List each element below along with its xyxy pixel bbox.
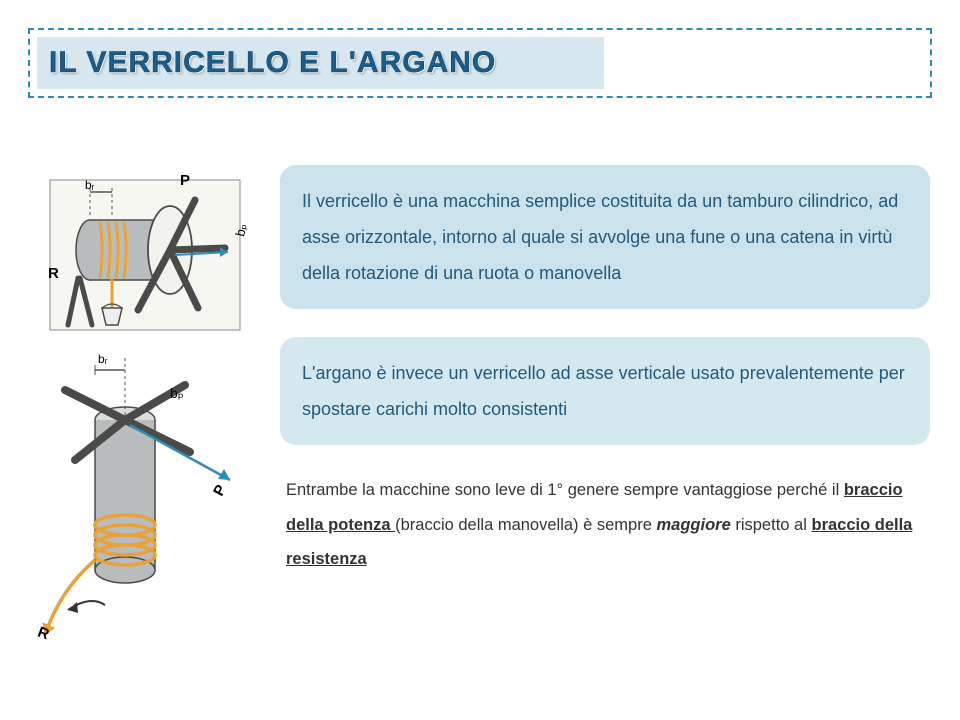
box2-text: L'argano è invece un verricello ad asse … (302, 363, 905, 419)
verricello-svg (30, 160, 260, 360)
para-maggiore: maggiore (656, 516, 730, 534)
verricello-diagram: P bₚ bᵣ R (30, 160, 260, 360)
para-pre: Entrambe la macchine sono leve di 1° gen… (286, 481, 844, 499)
diagram-column: P bₚ bᵣ R (30, 160, 260, 670)
label-bp-bot: bₚ (170, 385, 184, 402)
para-mid2: rispetto al (731, 516, 812, 534)
label-bt-bot: bᵣ (98, 352, 108, 366)
explanation-paragraph: Entrambe la macchine sono leve di 1° gen… (280, 473, 930, 577)
label-bt-top: bᵣ (85, 178, 95, 192)
argano-diagram: bₚ bᵣ P R (30, 350, 260, 670)
para-mid: (braccio della manovella) è sempre (395, 516, 656, 534)
box1-text: Il verricello è una macchina semplice co… (302, 191, 898, 283)
title-bar: IL VERRICELLO E L'ARGANO (28, 28, 932, 98)
page-title: IL VERRICELLO E L'ARGANO (49, 46, 496, 80)
content-column: Il verricello è una macchina semplice co… (280, 165, 930, 577)
title-inner: IL VERRICELLO E L'ARGANO (37, 37, 604, 89)
definition-argano: L'argano è invece un verricello ad asse … (280, 337, 930, 445)
argano-svg (30, 350, 260, 670)
label-P-top: P (180, 172, 190, 189)
definition-verricello: Il verricello è una macchina semplice co… (280, 165, 930, 309)
label-R-top: R (48, 265, 59, 282)
